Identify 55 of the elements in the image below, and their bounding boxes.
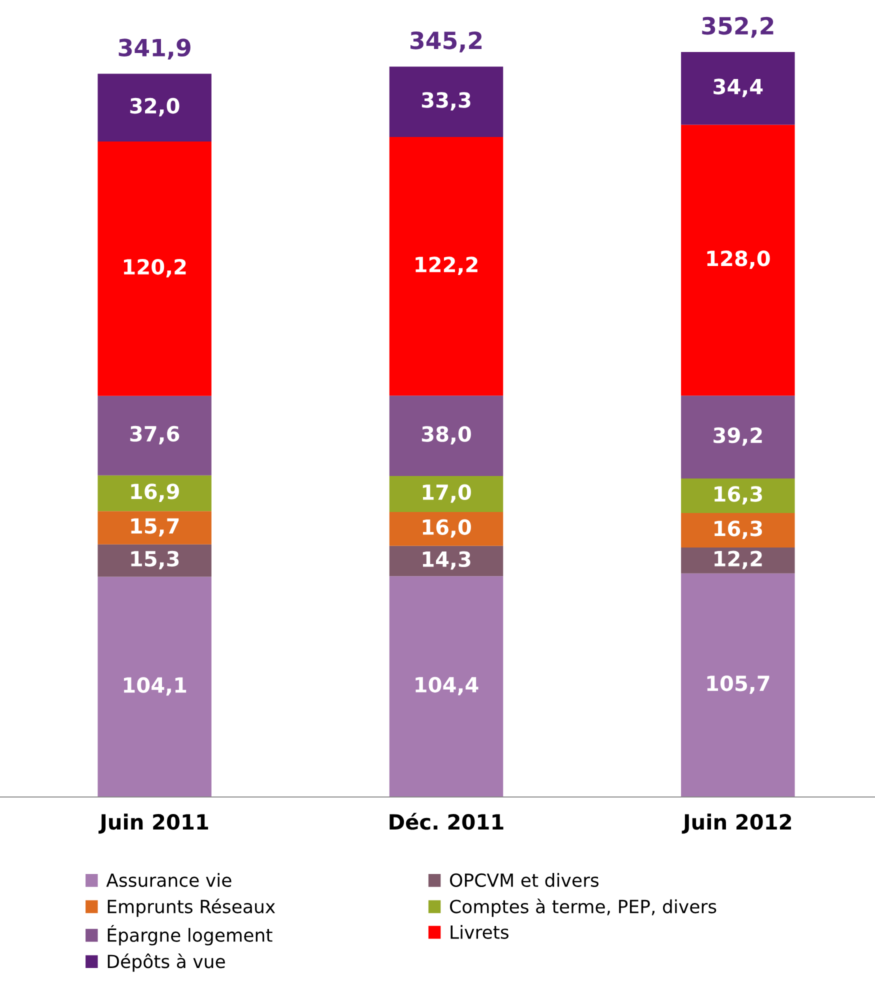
data-label: 38,0 [422,426,471,445]
bar [681,513,795,548]
data-label: 34,4 [714,78,763,98]
legend-label: Assurance vie [106,873,232,888]
legend-label: Comptes à terme, PEP, divers [450,898,716,917]
data-label: 122,2 [416,256,478,276]
data-label: 16,0 [422,519,471,538]
bar [681,573,795,797]
total-label: 352,2 [702,16,774,38]
data-label: 14,3 [422,551,470,570]
data-label: 32,0 [130,98,180,116]
bar [389,137,504,396]
data-label: 15,7 [131,518,179,536]
bar [389,66,504,138]
data-label: 120,2 [124,258,186,278]
bar [98,544,212,577]
legend-label: OPCVM et divers [450,873,599,888]
bar [681,548,795,574]
bar [98,74,212,142]
bar [98,576,212,797]
data-label: 37,6 [130,426,180,444]
data-label: 104,4 [416,676,478,696]
bar [389,476,504,512]
data-label: 17,0 [422,484,471,503]
bar [681,124,795,396]
legend-label: Emprunts Réseaux [108,898,276,917]
data-label: 33,3 [422,92,470,111]
data-label: 15,3 [131,550,179,570]
bar [98,511,212,544]
bar [389,512,504,546]
data-label: 16,3 [714,486,762,505]
x-tick-label: Déc. 2011 [390,812,504,830]
data-label: 16,9 [131,484,179,502]
data-label: 128,0 [707,250,770,269]
legend-label: Dépôts à vue [108,954,225,972]
bar [98,396,212,476]
data-label: 16,3 [714,520,762,539]
bar [681,478,795,514]
total-label: 341,9 [118,38,190,60]
bar [389,546,504,576]
legend-label: Épargne logement [108,924,272,946]
total-label: 345,2 [410,31,482,52]
data-label: 105,7 [707,675,770,694]
bar [681,396,795,479]
bar [389,576,504,797]
data-label: 39,2 [714,427,762,446]
bar [389,396,504,476]
bar [98,142,212,396]
legend-label: Livrets [450,924,508,939]
bar [681,52,795,125]
data-label: 12,2 [714,550,762,570]
x-tick-label: Juin 2011 [98,814,208,834]
bar [98,475,212,512]
data-label: 104,1 [124,677,186,696]
x-tick-label: Juin 2012 [682,814,792,834]
